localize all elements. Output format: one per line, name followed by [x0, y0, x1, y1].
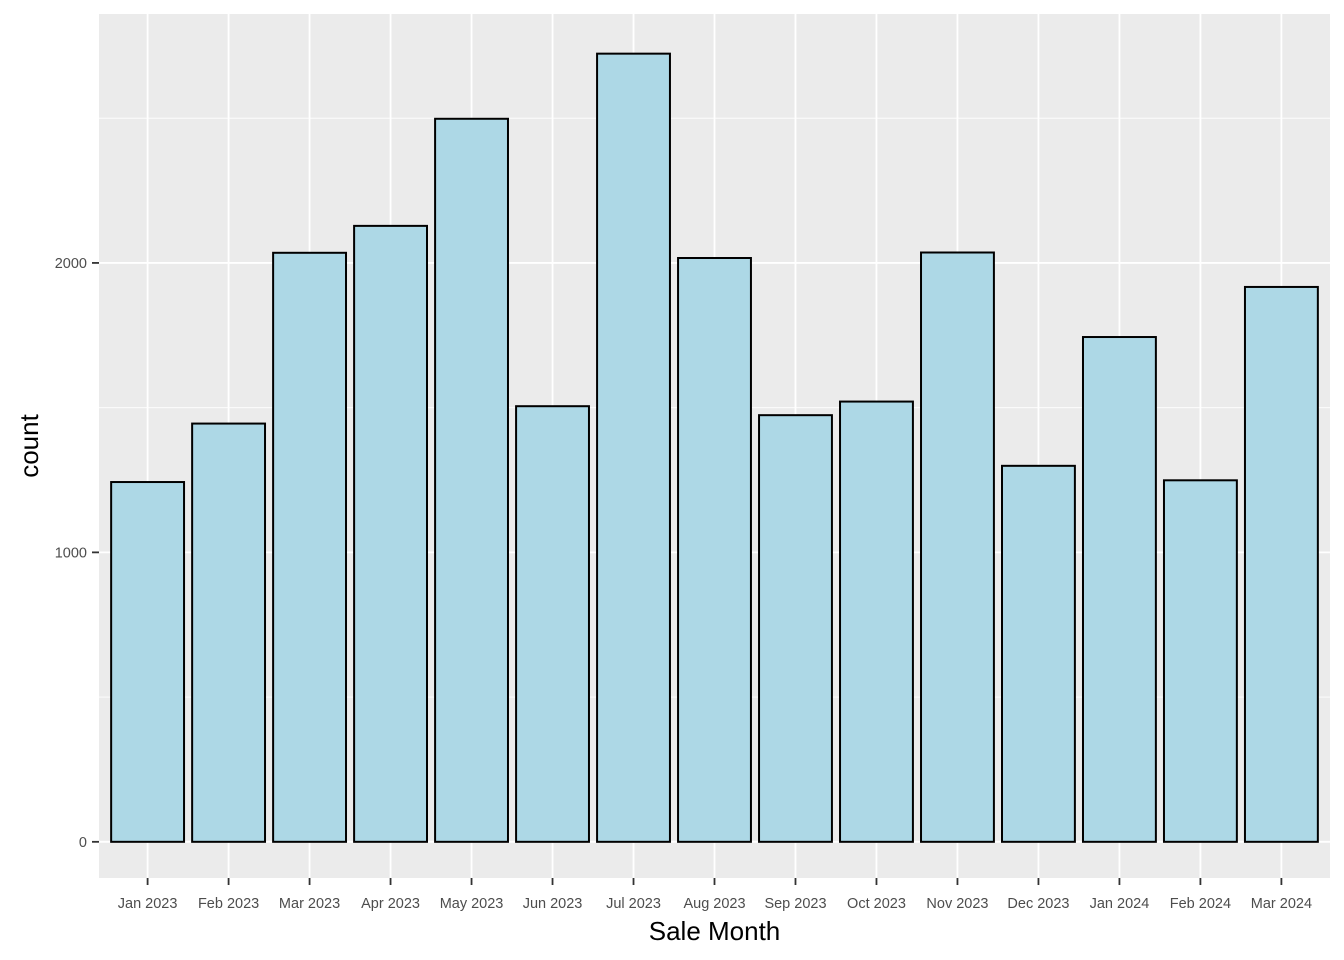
x-axis-title: Sale Month: [649, 916, 781, 946]
bar-mar-2024: [1243, 285, 1319, 843]
y-axis: 0 1000 2000: [55, 256, 99, 851]
bar-sep-2023: [758, 414, 833, 843]
bar-dec-2023: [1001, 464, 1076, 843]
x-tick-label: Oct 2023: [847, 896, 906, 912]
x-tick-label: Feb 2024: [1170, 896, 1231, 912]
x-tick-label: Jan 2024: [1090, 896, 1150, 912]
bar-nov-2023: [920, 251, 995, 843]
x-tick-label: Feb 2023: [198, 896, 259, 912]
bar-may-2023: [434, 117, 509, 843]
bar-oct-2023: [839, 400, 914, 843]
bar-feb-2024: [1162, 479, 1238, 843]
x-tick-label: Dec 2023: [1007, 896, 1069, 912]
y-tick-label: 1000: [55, 545, 87, 561]
y-tick-label: 2000: [55, 256, 87, 272]
bars: [110, 52, 1319, 843]
x-tick-label: Mar 2024: [1251, 896, 1312, 912]
x-tick-label: Nov 2023: [926, 896, 988, 912]
bar-mar-2023: [272, 251, 348, 843]
x-tick-label: Jul 2023: [606, 896, 661, 912]
x-tick-label: Mar 2023: [279, 896, 340, 912]
x-tick-label: May 2023: [440, 896, 504, 912]
x-tick-label: Jun 2023: [523, 896, 583, 912]
x-tick-label: Apr 2023: [361, 896, 420, 912]
bar-aug-2023: [677, 257, 752, 843]
bar-jul-2023: [596, 52, 671, 843]
bar-apr-2023: [353, 224, 428, 843]
bar-jun-2023: [515, 405, 590, 843]
x-tick-label: Sep 2023: [764, 896, 826, 912]
bar-jan-2024: [1081, 336, 1157, 843]
y-tick-label: 0: [79, 835, 87, 851]
x-tick-label: Jan 2023: [118, 896, 178, 912]
bar-jan-2023: [110, 481, 186, 843]
x-tick-label: Aug 2023: [683, 896, 745, 912]
y-axis-title: count: [14, 413, 44, 477]
bar-feb-2023: [191, 422, 267, 843]
x-axis: Jan 2023 Feb 2023 Mar 2023 Apr 2023 May 2023…: [118, 878, 1312, 912]
